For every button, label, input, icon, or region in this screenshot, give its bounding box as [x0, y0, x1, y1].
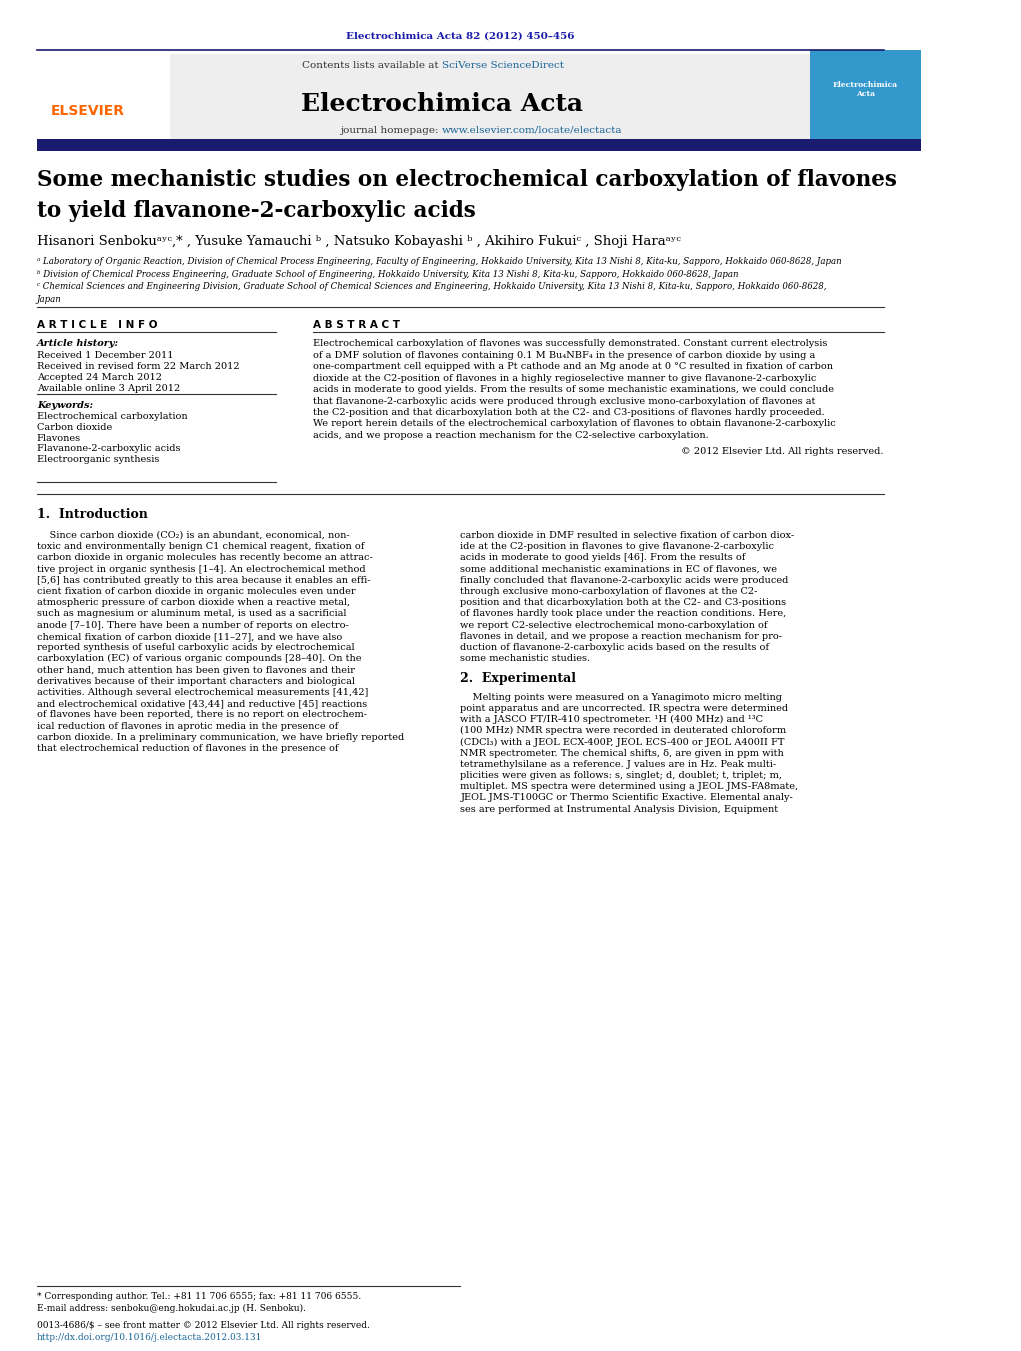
Text: other hand, much attention has been given to flavones and their: other hand, much attention has been give… [37, 666, 354, 674]
Text: Keywords:: Keywords: [37, 401, 93, 411]
Text: that flavanone-2-carboxylic acids were produced through exclusive mono-carboxyla: that flavanone-2-carboxylic acids were p… [313, 396, 816, 405]
Text: (100 MHz) NMR spectra were recorded in deuterated chloroform: (100 MHz) NMR spectra were recorded in d… [460, 725, 786, 735]
Text: point apparatus and are uncorrected. IR spectra were determined: point apparatus and are uncorrected. IR … [460, 704, 788, 713]
Text: cient fixation of carbon dioxide in organic molecules even under: cient fixation of carbon dioxide in orga… [37, 586, 355, 596]
Text: http://dx.doi.org/10.1016/j.electacta.2012.03.131: http://dx.doi.org/10.1016/j.electacta.20… [37, 1333, 262, 1343]
Text: We report herein details of the electrochemical carboxylation of flavones to obt: We report herein details of the electroc… [313, 419, 836, 428]
Text: that electrochemical reduction of flavones in the presence of: that electrochemical reduction of flavon… [37, 744, 338, 753]
Text: such as magnesium or aluminum metal, is used as a sacrificial: such as magnesium or aluminum metal, is … [37, 609, 346, 619]
Text: NMR spectrometer. The chemical shifts, δ, are given in ppm with: NMR spectrometer. The chemical shifts, δ… [460, 748, 784, 758]
Text: one-compartment cell equipped with a Pt cathode and an Mg anode at 0 °C resulted: one-compartment cell equipped with a Pt … [313, 362, 833, 372]
Text: reported synthesis of useful carboxylic acids by electrochemical: reported synthesis of useful carboxylic … [37, 643, 354, 653]
Text: multiplet. MS spectra were determined using a JEOL JMS-FA8mate,: multiplet. MS spectra were determined us… [460, 782, 798, 792]
Text: journal homepage:: journal homepage: [340, 126, 442, 135]
Text: carboxylation (EC) of various organic compounds [28–40]. On the: carboxylation (EC) of various organic co… [37, 654, 361, 663]
Text: ᵇ Division of Chemical Process Engineering, Graduate School of Engineering, Hokk: ᵇ Division of Chemical Process Engineeri… [37, 270, 738, 280]
Text: of flavones have been reported, there is no report on electrochem-: of flavones have been reported, there is… [37, 711, 367, 719]
FancyBboxPatch shape [37, 139, 921, 151]
FancyBboxPatch shape [37, 54, 811, 142]
Text: acids, and we propose a reaction mechanism for the C2-selective carboxylation.: acids, and we propose a reaction mechani… [313, 431, 709, 440]
Text: finally concluded that flavanone-2-carboxylic acids were produced: finally concluded that flavanone-2-carbo… [460, 576, 789, 585]
Text: chemical fixation of carbon dioxide [11–27], and we have also: chemical fixation of carbon dioxide [11–… [37, 632, 342, 640]
Text: Received 1 December 2011: Received 1 December 2011 [37, 351, 174, 361]
Text: the C2-position and that dicarboxylation both at the C2- and C3-positions of fla: the C2-position and that dicarboxylation… [313, 408, 825, 417]
Text: through exclusive mono-carboxylation of flavones at the C2-: through exclusive mono-carboxylation of … [460, 586, 758, 596]
Text: with a JASCO FT/IR-410 spectrometer. ¹H (400 MHz) and ¹³C: with a JASCO FT/IR-410 spectrometer. ¹H … [460, 715, 764, 724]
Text: ical reduction of flavones in aprotic media in the presence of: ical reduction of flavones in aprotic me… [37, 721, 338, 731]
Text: Accepted 24 March 2012: Accepted 24 March 2012 [37, 373, 162, 382]
Text: SciVerse ScienceDirect: SciVerse ScienceDirect [442, 61, 564, 70]
Text: some additional mechanistic examinations in EC of flavones, we: some additional mechanistic examinations… [460, 565, 777, 574]
Text: Electrochemical carboxylation: Electrochemical carboxylation [37, 412, 188, 422]
Text: of a DMF solution of flavones containing 0.1 M Bu₄NBF₄ in the presence of carbon: of a DMF solution of flavones containing… [313, 350, 816, 359]
Text: Available online 3 April 2012: Available online 3 April 2012 [37, 384, 180, 393]
Text: © 2012 Elsevier Ltd. All rights reserved.: © 2012 Elsevier Ltd. All rights reserved… [681, 446, 884, 455]
Text: 2.  Experimental: 2. Experimental [460, 673, 577, 685]
Text: ᵃ Laboratory of Organic Reaction, Division of Chemical Process Engineering, Facu: ᵃ Laboratory of Organic Reaction, Divisi… [37, 257, 841, 266]
Text: tetramethylsilane as a reference. J values are in Hz. Peak multi-: tetramethylsilane as a reference. J valu… [460, 759, 777, 769]
Text: Electrochimica Acta: Electrochimica Acta [301, 92, 583, 116]
Text: tive project in organic synthesis [1–4]. An electrochemical method: tive project in organic synthesis [1–4].… [37, 565, 366, 574]
Text: and electrochemical oxidative [43,44] and reductive [45] reactions: and electrochemical oxidative [43,44] an… [37, 698, 368, 708]
Text: 1.  Introduction: 1. Introduction [37, 508, 148, 521]
Text: Flavanone-2-carboxylic acids: Flavanone-2-carboxylic acids [37, 444, 181, 454]
Text: Melting points were measured on a Yanagimoto micro melting: Melting points were measured on a Yanagi… [460, 693, 782, 701]
Text: Contents lists available at: Contents lists available at [302, 61, 442, 70]
Text: E-mail address: senboku@eng.hokudai.ac.jp (H. Senboku).: E-mail address: senboku@eng.hokudai.ac.j… [37, 1304, 306, 1313]
Text: duction of flavanone-2-carboxylic acids based on the results of: duction of flavanone-2-carboxylic acids … [460, 643, 770, 653]
Text: we report C2-selective electrochemical mono-carboxylation of: we report C2-selective electrochemical m… [460, 620, 768, 630]
Text: Article history:: Article history: [37, 339, 119, 349]
Text: [5,6] has contributed greatly to this area because it enables an effi-: [5,6] has contributed greatly to this ar… [37, 576, 371, 585]
Text: carbon dioxide in DMF resulted in selective fixation of carbon diox-: carbon dioxide in DMF resulted in select… [460, 531, 794, 540]
Text: Japan: Japan [37, 295, 61, 304]
Text: ELSEVIER: ELSEVIER [51, 104, 125, 118]
Text: to yield flavanone-2-carboxylic acids: to yield flavanone-2-carboxylic acids [37, 200, 476, 222]
Text: some mechanistic studies.: some mechanistic studies. [460, 654, 590, 663]
Text: derivatives because of their important characters and biological: derivatives because of their important c… [37, 677, 355, 686]
Text: Carbon dioxide: Carbon dioxide [37, 423, 112, 432]
Text: carbon dioxide. In a preliminary communication, we have briefly reported: carbon dioxide. In a preliminary communi… [37, 732, 404, 742]
Text: of flavones hardly took place under the reaction conditions. Here,: of flavones hardly took place under the … [460, 609, 786, 619]
Text: Since carbon dioxide (CO₂) is an abundant, economical, non-: Since carbon dioxide (CO₂) is an abundan… [37, 531, 349, 540]
Text: acids in moderate to good yields [46]. From the results of: acids in moderate to good yields [46]. F… [460, 554, 745, 562]
Text: toxic and environmentally benign C1 chemical reagent, fixation of: toxic and environmentally benign C1 chem… [37, 542, 364, 551]
Text: Flavones: Flavones [37, 434, 81, 443]
Text: Hisanori Senbokuᵃʸᶜ,* , Yusuke Yamauchi ᵇ , Natsuko Kobayashi ᵇ , Akihiro Fukuiᶜ: Hisanori Senbokuᵃʸᶜ,* , Yusuke Yamauchi … [37, 235, 681, 249]
Text: activities. Although several electrochemical measurements [41,42]: activities. Although several electrochem… [37, 688, 369, 697]
FancyBboxPatch shape [37, 50, 171, 142]
Text: Electroorganic synthesis: Electroorganic synthesis [37, 455, 159, 465]
Text: Electrochemical carboxylation of flavones was successfully demonstrated. Constan: Electrochemical carboxylation of flavone… [313, 339, 827, 349]
Text: atmospheric pressure of carbon dioxide when a reactive metal,: atmospheric pressure of carbon dioxide w… [37, 598, 350, 607]
Text: acids in moderate to good yields. From the results of some mechanistic examinati: acids in moderate to good yields. From t… [313, 385, 834, 394]
Text: Some mechanistic studies on electrochemical carboxylation of flavones: Some mechanistic studies on electrochemi… [37, 169, 896, 190]
Text: 0013-4686/$ – see front matter © 2012 Elsevier Ltd. All rights reserved.: 0013-4686/$ – see front matter © 2012 El… [37, 1321, 370, 1331]
Text: www.elsevier.com/locate/electacta: www.elsevier.com/locate/electacta [442, 126, 623, 135]
Text: A R T I C L E   I N F O: A R T I C L E I N F O [37, 320, 157, 330]
Text: anode [7–10]. There have been a number of reports on electro-: anode [7–10]. There have been a number o… [37, 620, 348, 630]
Text: * Corresponding author. Tel.: +81 11 706 6555; fax: +81 11 706 6555.: * Corresponding author. Tel.: +81 11 706… [37, 1292, 361, 1301]
Text: A B S T R A C T: A B S T R A C T [313, 320, 400, 330]
FancyBboxPatch shape [811, 50, 921, 142]
Text: dioxide at the C2-position of flavones in a highly regioselective manner to give: dioxide at the C2-position of flavones i… [313, 373, 817, 382]
Text: ide at the C2-position in flavones to give flavanone-2-carboxylic: ide at the C2-position in flavones to gi… [460, 542, 774, 551]
Text: carbon dioxide in organic molecules has recently become an attrac-: carbon dioxide in organic molecules has … [37, 554, 373, 562]
Text: plicities were given as follows: s, singlet; d, doublet; t, triplet; m,: plicities were given as follows: s, sing… [460, 771, 782, 780]
Text: Electrochimica Acta 82 (2012) 450–456: Electrochimica Acta 82 (2012) 450–456 [346, 31, 575, 41]
Text: flavones in detail, and we propose a reaction mechanism for pro-: flavones in detail, and we propose a rea… [460, 632, 782, 640]
Text: position and that dicarboxylation both at the C2- and C3-positions: position and that dicarboxylation both a… [460, 598, 786, 607]
Text: Received in revised form 22 March 2012: Received in revised form 22 March 2012 [37, 362, 240, 372]
Text: JEOL JMS-T100GC or Thermo Scientific Exactive. Elemental analy-: JEOL JMS-T100GC or Thermo Scientific Exa… [460, 793, 793, 802]
Text: (CDCl₃) with a JEOL ECX-400P, JEOL ECS-400 or JEOL A400II FT: (CDCl₃) with a JEOL ECX-400P, JEOL ECS-4… [460, 738, 785, 747]
Text: ᶜ Chemical Sciences and Engineering Division, Graduate School of Chemical Scienc: ᶜ Chemical Sciences and Engineering Divi… [37, 282, 826, 292]
Text: ses are performed at Instrumental Analysis Division, Equipment: ses are performed at Instrumental Analys… [460, 805, 778, 813]
Text: Electrochimica
Acta: Electrochimica Acta [833, 81, 898, 99]
